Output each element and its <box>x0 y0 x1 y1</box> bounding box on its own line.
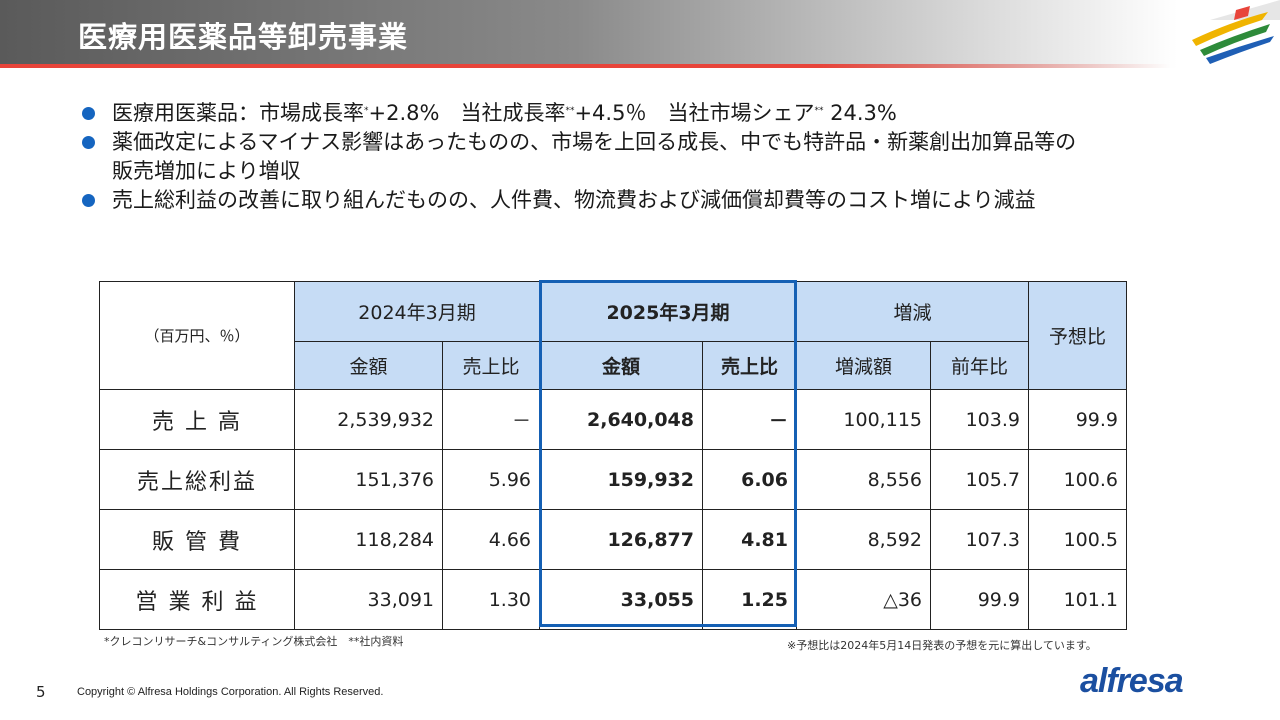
bullet-text: 24.3% <box>823 101 897 125</box>
title-bar <box>0 0 1280 68</box>
row-label: 販 管 費 <box>99 509 295 570</box>
change-amount-cell: 8,556 <box>796 449 931 510</box>
curr-amount-cell: 33,055 <box>539 569 703 630</box>
prev-ratio-cell: 4.66 <box>442 509 540 570</box>
change-amount-header: 増減額 <box>796 341 931 390</box>
footnote-mark: ** <box>814 106 824 116</box>
bullet-text: 売上総利益の改善に取り組んだものの、人件費、物流費および減価償却費等のコスト増に… <box>112 188 1036 212</box>
footnote-forecast: ※予想比は2024年5月14日発表の予想を元に算出しています。 <box>787 639 1097 652</box>
forecast-ratio-cell: 100.6 <box>1028 449 1127 510</box>
footnote-sources: *クレコンリサーチ&コンサルティング株式会社 **社内資料 <box>104 635 404 648</box>
bullet-item: 薬価改定によるマイナス影響はあったものの、市場を上回る成長、中でも特許品・新薬創… <box>80 128 1240 157</box>
table-row: 販 管 費 118,284 4.66 126,877 4.81 8,592 10… <box>99 509 1127 570</box>
bullet-text: 医療用医薬品：市場成長率 <box>112 101 364 125</box>
row-label: 売上総利益 <box>99 449 295 510</box>
change-amount-cell: 100,115 <box>796 389 931 450</box>
prev-amount-cell: 2,539,932 <box>294 389 443 450</box>
forecast-ratio-cell: 100.5 <box>1028 509 1127 570</box>
table-row: 売上総利益 151,376 5.96 159,932 6.06 8,556 10… <box>99 449 1127 510</box>
change-yoy-cell: 99.9 <box>930 569 1029 630</box>
period-prev-header: 2024年3月期 <box>294 281 540 342</box>
change-yoy-header: 前年比 <box>930 341 1029 390</box>
change-yoy-cell: 107.3 <box>930 509 1029 570</box>
curr-ratio-cell: － <box>702 389 797 450</box>
forecast-ratio-header: 予想比 <box>1028 281 1127 390</box>
title-underline <box>0 64 1170 68</box>
prev-ratio-cell: － <box>442 389 540 450</box>
copyright-text: Copyright © Alfresa Holdings Corporation… <box>77 686 384 698</box>
bullet-item: 医療用医薬品：市場成長率*+2.8% 当社成長率**+4.5％ 当社市場シェア*… <box>80 99 1240 128</box>
row-label: 売 上 高 <box>99 389 295 450</box>
change-yoy-cell: 103.9 <box>930 389 1029 450</box>
table-row: 営 業 利 益 33,091 1.30 33,055 1.25 △36 99.9… <box>99 569 1127 630</box>
curr-ratio-header: 売上比 <box>702 341 797 390</box>
curr-amount-cell: 159,932 <box>539 449 703 510</box>
change-amount-cell: 8,592 <box>796 509 931 570</box>
change-yoy-cell: 105.7 <box>930 449 1029 510</box>
row-label: 営 業 利 益 <box>99 569 295 630</box>
table-row: 売 上 高 2,539,932 － 2,640,048 － 100,115 10… <box>99 389 1127 450</box>
bullet-text: +4.5％ 当社市場シェア <box>574 101 815 125</box>
curr-amount-header: 金額 <box>539 341 703 390</box>
prev-ratio-header: 売上比 <box>442 341 540 390</box>
curr-amount-cell: 2,640,048 <box>539 389 703 450</box>
unit-label: （百万円、％） <box>99 281 295 390</box>
prev-amount-header: 金額 <box>294 341 443 390</box>
curr-ratio-cell: 1.25 <box>702 569 797 630</box>
bullet-text: +2.8% 当社成長率 <box>368 101 566 125</box>
financial-table: （百万円、％） 2024年3月期 2025年3月期 増減 予想比 金額 売上比 … <box>99 281 1127 630</box>
footnote-mark: ** <box>565 106 575 116</box>
bullet-item-continuation: 販売増加により増収 <box>80 157 1240 186</box>
prev-ratio-cell: 5.96 <box>442 449 540 510</box>
forecast-ratio-cell: 99.9 <box>1028 389 1127 450</box>
alfresa-logo: alfresa <box>1080 662 1184 700</box>
curr-amount-cell: 126,877 <box>539 509 703 570</box>
bullet-dot-icon <box>82 194 95 207</box>
prev-amount-cell: 151,376 <box>294 449 443 510</box>
curr-ratio-cell: 6.06 <box>702 449 797 510</box>
forecast-ratio-cell: 101.1 <box>1028 569 1127 630</box>
prev-ratio-cell: 1.30 <box>442 569 540 630</box>
bullet-dot-icon <box>82 136 95 149</box>
period-curr-header: 2025年3月期 <box>539 281 797 342</box>
bullet-text: 販売増加により増収 <box>112 159 301 183</box>
prev-amount-cell: 33,091 <box>294 569 443 630</box>
prev-amount-cell: 118,284 <box>294 509 443 570</box>
bullet-list: 医療用医薬品：市場成長率*+2.8% 当社成長率**+4.5％ 当社市場シェア*… <box>80 99 1240 215</box>
bullet-dot-icon <box>82 107 95 120</box>
change-header: 増減 <box>796 281 1029 342</box>
bullet-text: 薬価改定によるマイナス影響はあったものの、市場を上回る成長、中でも特許品・新薬創… <box>112 130 1077 154</box>
curr-ratio-cell: 4.81 <box>702 509 797 570</box>
page-number: 5 <box>36 683 46 701</box>
footnote-mark: * <box>364 106 369 116</box>
page-title: 医療用医薬品等卸売事業 <box>78 20 409 54</box>
bullet-item: 売上総利益の改善に取り組んだものの、人件費、物流費および減価償却費等のコスト増に… <box>80 186 1240 215</box>
decorative-swoosh-logo-icon <box>1192 0 1280 64</box>
change-amount-cell: △36 <box>796 569 931 630</box>
